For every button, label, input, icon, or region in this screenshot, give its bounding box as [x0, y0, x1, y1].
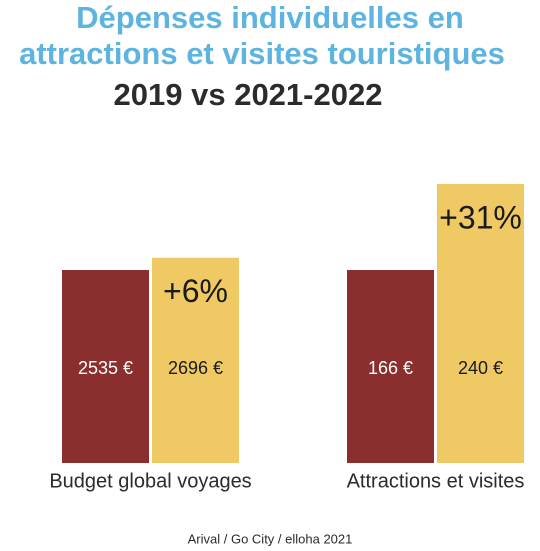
value-label: 2696 €	[168, 358, 223, 378]
chart-title: attractions et visites touristiques	[19, 36, 505, 71]
x-tick-label: Attractions et visites	[347, 470, 525, 492]
annotation: +31%	[439, 199, 522, 235]
chart-subtitle: 2019 vs 2021-2022	[114, 77, 383, 112]
value-label: 2535 €	[78, 358, 133, 378]
chart-title: Dépenses individuelles en	[76, 0, 464, 35]
value-label: 166 €	[368, 358, 413, 378]
bar	[152, 257, 239, 463]
bar	[347, 270, 434, 463]
annotation: +6%	[163, 273, 228, 309]
bar	[62, 270, 149, 463]
source: Arival / Go City / elloha 2021	[188, 531, 353, 546]
value-label: 240 €	[458, 358, 503, 378]
x-tick-label: Budget global voyages	[49, 470, 251, 492]
bar	[437, 183, 524, 463]
